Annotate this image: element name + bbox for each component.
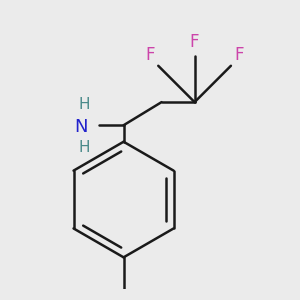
Text: N: N (74, 118, 87, 136)
Text: H: H (78, 140, 90, 155)
Text: F: F (234, 46, 244, 64)
Text: H: H (78, 97, 90, 112)
Text: F: F (190, 33, 199, 51)
Text: F: F (146, 46, 155, 64)
